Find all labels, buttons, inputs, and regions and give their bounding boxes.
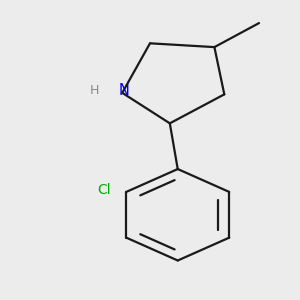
- Text: Cl: Cl: [98, 183, 111, 197]
- Text: H: H: [90, 84, 99, 97]
- Text: N: N: [119, 83, 130, 98]
